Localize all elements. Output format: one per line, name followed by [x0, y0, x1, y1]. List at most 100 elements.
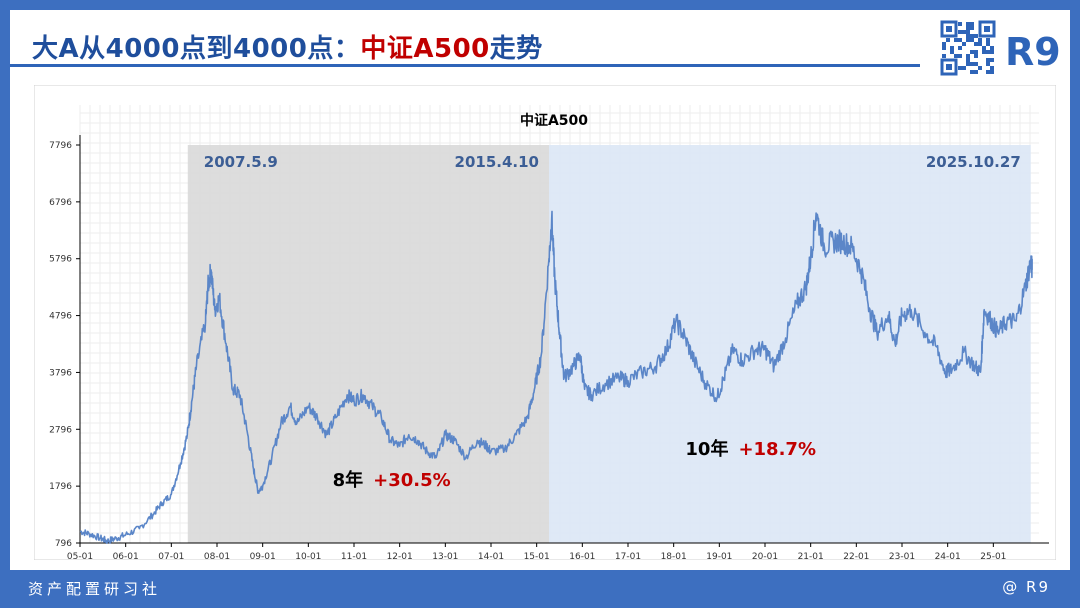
qr-cell — [974, 70, 978, 74]
qr-cell — [986, 62, 990, 66]
qr-cell — [950, 50, 954, 54]
region-start-date-label: 2007.5.9 — [204, 153, 278, 171]
qr-cell — [986, 38, 990, 42]
qr-cell — [978, 42, 982, 46]
qr-cell — [982, 46, 986, 50]
shaded-regions — [187, 145, 1031, 543]
region-end-date-label: 2025.10.27 — [926, 153, 1021, 171]
qr-cell — [954, 38, 958, 42]
qr-cell — [966, 30, 970, 34]
chart-axes: 796 1796 2796 3796 4796 5796 6796 7796 05-01 06-0… — [49, 135, 1049, 562]
y-tick-label: 5796 — [49, 255, 72, 265]
annotation-change: +30.5% — [373, 470, 451, 491]
qr-cell — [970, 26, 974, 30]
x-tick-label: 12-01 — [387, 552, 413, 560]
qr-cell — [966, 54, 970, 58]
qr-cell — [974, 62, 978, 66]
qr-cell — [966, 38, 970, 42]
qr-cell — [958, 22, 962, 26]
x-tick-label: 09-01 — [250, 552, 276, 560]
qr-cell — [950, 46, 954, 50]
page-title: 大A从4000点到4000点：中证A500走势 — [32, 28, 543, 65]
qr-code-icon[interactable] — [940, 20, 996, 76]
x-tick-label: 25-01 — [980, 552, 1006, 560]
x-tick-label: 23-01 — [889, 552, 915, 560]
footer-brand: 资产配置研习社 — [28, 580, 162, 598]
qr-cell — [942, 42, 946, 46]
qr-cell — [978, 38, 982, 42]
x-tick-label: 14-01 — [478, 552, 504, 560]
qr-cell — [970, 22, 974, 26]
title-part-3: 走势 — [489, 34, 543, 64]
qr-cell — [986, 70, 990, 74]
y-tick-label: 1796 — [49, 482, 72, 492]
qr-cell — [962, 66, 966, 70]
qr-cell — [962, 42, 966, 46]
y-tick-label: 6796 — [49, 198, 72, 208]
y-tick-label: 3796 — [49, 368, 72, 378]
x-tick-label: 06-01 — [113, 552, 139, 560]
title-underline — [10, 64, 920, 67]
qr-cell — [990, 58, 994, 62]
qr-cell — [990, 46, 994, 50]
annotation-change: +18.7% — [738, 439, 816, 460]
qr-cell — [986, 50, 990, 54]
qr-cell — [986, 42, 990, 46]
y-tick-label: 796 — [55, 539, 72, 549]
x-tick-label: 18-01 — [661, 552, 687, 560]
x-tick-label: 20-01 — [752, 552, 778, 560]
y-tick-label: 2796 — [49, 425, 72, 435]
y-tick-label: 7796 — [49, 141, 72, 151]
x-tick-label: 08-01 — [204, 552, 230, 560]
annotation-years: 8年 — [333, 469, 364, 491]
qr-cell — [974, 50, 978, 54]
qr-cell — [942, 54, 946, 58]
qr-cell — [990, 50, 994, 54]
x-tick-label: 19-01 — [706, 552, 732, 560]
x-tick-label: 13-01 — [432, 552, 458, 560]
title-part-1: 大A从4000点到4000点： — [32, 34, 361, 64]
qr-cell — [966, 22, 970, 26]
qr-cell — [986, 58, 990, 62]
qr-cell — [958, 46, 962, 50]
qr-cell — [970, 70, 974, 74]
shaded-region-gray — [187, 145, 549, 543]
chart-labels: 2007.5.9 2015.4.10 2025.10.27 8年 +30.5% 10年 +1… — [204, 153, 1021, 491]
qr-cell — [958, 38, 962, 42]
footer-handle: @ R9 — [1002, 578, 1050, 596]
qr-cell — [970, 38, 974, 42]
chart-title: 中证A500 — [520, 112, 588, 129]
x-tick-label: 07-01 — [158, 552, 184, 560]
x-tick-label: 17-01 — [615, 552, 641, 560]
qr-cell — [954, 54, 958, 58]
shaded-region-blue — [548, 145, 1031, 543]
x-tick-label: 21-01 — [798, 552, 824, 560]
y-tick-label: 4796 — [49, 312, 72, 322]
annotation-years: 10年 — [685, 438, 728, 460]
qr-cell — [974, 34, 978, 38]
qr-cell — [974, 54, 978, 58]
slide-sheet: 大A从4000点到4000点：中证A500走势 R9 796 1796 2796 37… — [10, 10, 1070, 570]
x-tick-label: 10-01 — [295, 552, 321, 560]
x-tick-label: 16-01 — [569, 552, 595, 560]
qr-cell — [946, 38, 950, 42]
chart-area: 796 1796 2796 3796 4796 5796 6796 7796 05-01 06-0… — [33, 84, 1057, 564]
x-tick-label: 24-01 — [935, 552, 961, 560]
x-tick-label: 05-01 — [67, 552, 93, 560]
qr-cell — [958, 54, 962, 58]
qr-cell — [978, 66, 982, 70]
series-line — [79, 210, 1033, 544]
line-chart: 796 1796 2796 3796 4796 5796 6796 7796 05-01 06-0… — [33, 84, 1057, 562]
qr-cell — [962, 30, 966, 34]
qr-cell — [966, 26, 970, 30]
qr-cell — [990, 66, 994, 70]
qr-cell — [982, 50, 986, 54]
brand-logo: R9 — [1005, 30, 1061, 74]
qr-cell — [970, 50, 974, 54]
region-end-date-label: 2015.4.10 — [455, 153, 539, 171]
qr-cell — [966, 34, 970, 38]
qr-cell — [990, 70, 994, 74]
x-tick-label: 15-01 — [524, 552, 550, 560]
qr-cell — [966, 62, 970, 66]
